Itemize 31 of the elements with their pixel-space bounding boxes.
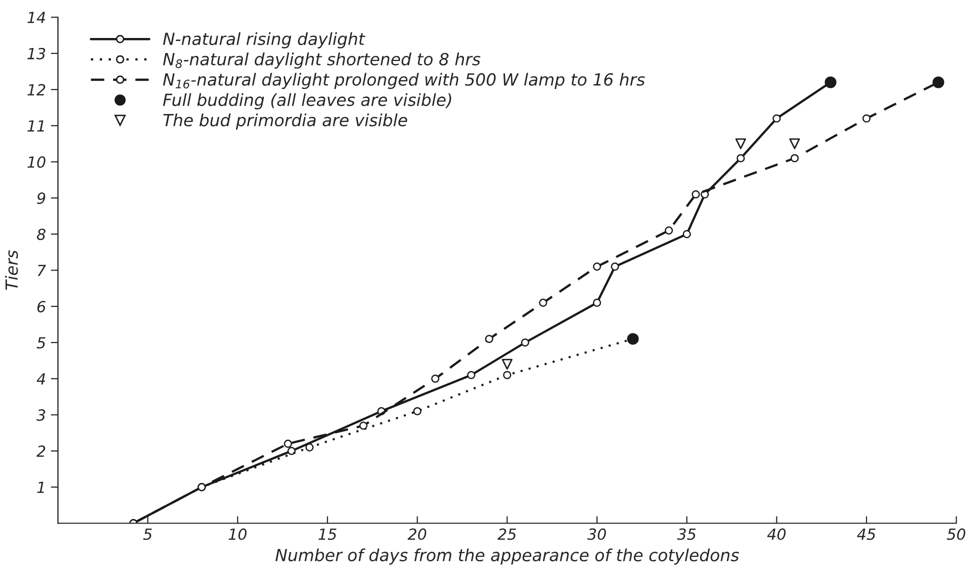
x-tick-label: 15 [318,528,336,540]
x-tick-label: 25 [497,528,516,540]
x-tick-label: 20 [408,528,426,540]
x-tick-label: 35 [677,528,696,540]
legend-label: N$_{16}$-natural daylight prolonged with 500 W lamp to 16 hrs [163,72,645,90]
y-tick-label: 12 [27,84,46,96]
x-tick-label: 30 [587,528,606,540]
legend-label: Full budding (all leaves are visible) [163,93,452,110]
x-tick-label: 50 [946,528,966,540]
x-tick-label: 40 [767,528,786,540]
y-tick-label: 8 [36,228,46,240]
y-tick-label: 11 [27,120,44,132]
legend-label: N$_{8}$-natural daylight shortened to 8 hrs [163,52,480,69]
y-tick-label: 2 [36,445,46,457]
y-tick-label: 1 [37,482,44,493]
y-tick-label: 7 [38,264,46,276]
legend-label: N-natural rising daylight [163,32,366,48]
y-axis-title: Tiers [5,250,18,290]
y-tick-label: 5 [36,337,46,349]
y-tick-label: 9 [37,192,46,204]
y-tick-label: 3 [36,409,46,421]
y-tick-label: 10 [27,156,46,168]
x-tick-label: 5 [143,528,152,540]
y-tick-label: 6 [37,300,46,312]
y-tick-label: 13 [27,48,46,60]
y-tick-label: 14 [27,12,46,24]
x-tick-label: 45 [857,528,876,540]
y-tick-label: 4 [36,373,46,384]
x-tick-label: 10 [228,528,247,540]
legend-label: The bud primordia are visible [163,114,408,130]
x-axis-title: Number of days from the appearance of the cotyledons [275,548,739,565]
